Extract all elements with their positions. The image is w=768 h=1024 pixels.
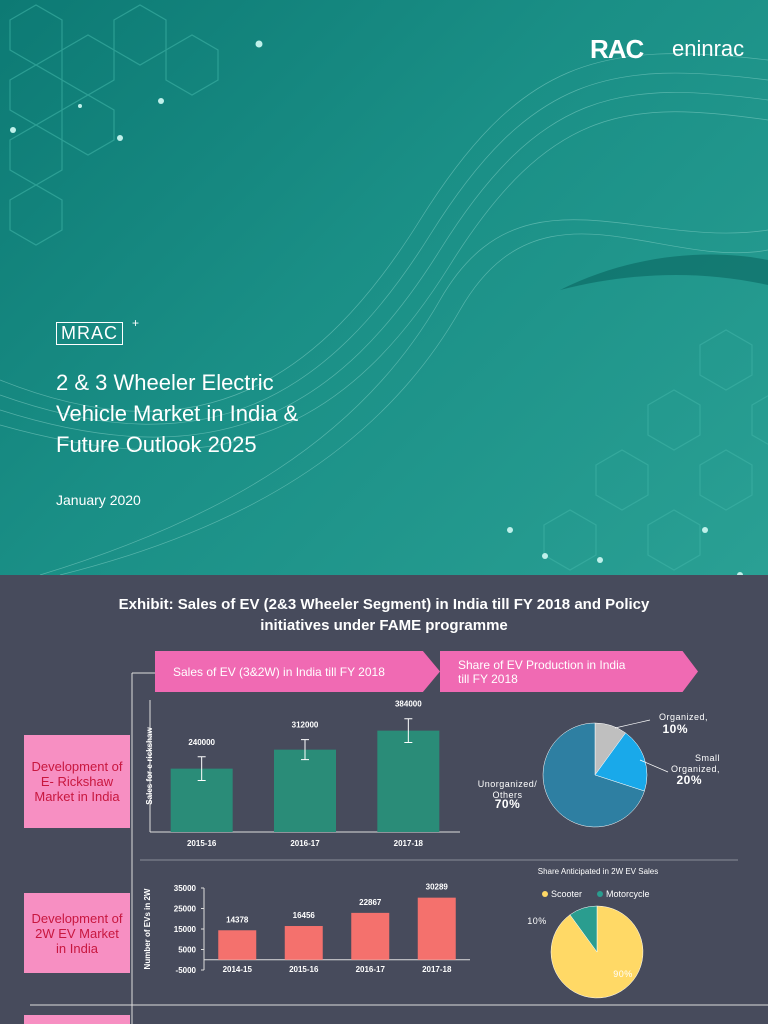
x-tick-label: 2014-15	[223, 965, 253, 974]
row-label: Development of 2W EV Market in India	[24, 893, 130, 973]
exhibit-title: initiatives under FAME programme	[260, 617, 508, 634]
slice-label: Organized,	[658, 712, 708, 722]
data-label: 384000	[395, 700, 422, 709]
data-label: 22867	[359, 898, 382, 907]
slice-value: 90%	[613, 969, 633, 979]
brand-sup: +	[132, 316, 140, 330]
bar	[284, 926, 323, 960]
leader-line	[639, 759, 669, 773]
data-label: 14378	[226, 915, 249, 924]
logo-name: eninrac	[672, 36, 745, 61]
y-axis-label: Number of EVs in 2W	[143, 888, 152, 969]
x-tick-label: 2017-18	[422, 965, 452, 974]
brand: MRAC	[56, 322, 123, 345]
error-bar	[197, 756, 206, 782]
bar	[274, 749, 336, 832]
x-tick-label: 2015-16	[187, 839, 217, 848]
slice-value: 10%	[527, 916, 547, 926]
pie-slice	[569, 905, 598, 953]
x-tick-label: 2017-18	[394, 839, 424, 848]
data-label: 30289	[426, 883, 449, 892]
row-label: Development of E- Rickshaw Market in Ind…	[24, 735, 130, 828]
bar	[218, 930, 257, 960]
exhibit-title: Exhibit: Sales of EV (2&3 Wheeler Segmen…	[119, 596, 650, 613]
banner: Sales of EV (3&2W) in India till FY 2018	[155, 651, 440, 692]
data-label: 16456	[293, 911, 316, 920]
cover-decor	[0, 4, 768, 575]
x-tick-label: 2015-16	[289, 965, 319, 974]
logo-mark: RAC	[590, 34, 644, 64]
data-label: 240000	[188, 738, 215, 747]
y-tick-label: 25000	[174, 905, 197, 914]
slice-value: 20%	[676, 773, 702, 787]
error-bar	[404, 718, 413, 744]
y-tick-label: 15000	[174, 925, 197, 934]
banner: Share of EV Production in India till FY …	[440, 651, 698, 692]
legend-swatch	[597, 891, 603, 897]
y-tick-label: 35000	[174, 884, 197, 893]
error-bar	[301, 739, 309, 761]
chart-title: Share Anticipated in 2W EV Sales	[538, 867, 659, 876]
cover-date: January 2020	[56, 492, 141, 508]
legend-swatch	[542, 891, 548, 897]
x-tick-label: 2016-17	[356, 965, 386, 974]
cover: RAC eninrac MRAC + 2 & 3 Wheeler Electri…	[0, 0, 768, 575]
pie-slice	[542, 722, 645, 828]
slice-value: 10%	[662, 722, 688, 736]
slice-value: 70%	[494, 797, 521, 811]
leader-line	[614, 719, 651, 729]
y-tick-label: 5000	[178, 946, 196, 955]
bar	[377, 730, 440, 832]
y-tick-label: -5000	[176, 966, 197, 975]
bar	[351, 912, 390, 960]
bar	[417, 897, 456, 960]
data-label: 312000	[292, 721, 319, 730]
legend-label: Motorcycle	[606, 889, 650, 899]
slice-label: Small Organized,	[670, 753, 720, 774]
slice-label: Unorganized/ Others	[477, 779, 538, 800]
y-axis-label: Sales for e-rickshaw	[145, 727, 154, 805]
pie-slice	[594, 732, 648, 792]
cover-title: 2 & 3 Wheeler Electric	[56, 370, 274, 395]
cover-title: Vehicle Market in India &	[56, 401, 299, 426]
x-tick-label: 2016-17	[290, 839, 320, 848]
row-label-box	[24, 1015, 130, 1024]
cover-title: Future Outlook 2025	[56, 432, 257, 457]
legend-label: Scooter	[551, 889, 582, 899]
